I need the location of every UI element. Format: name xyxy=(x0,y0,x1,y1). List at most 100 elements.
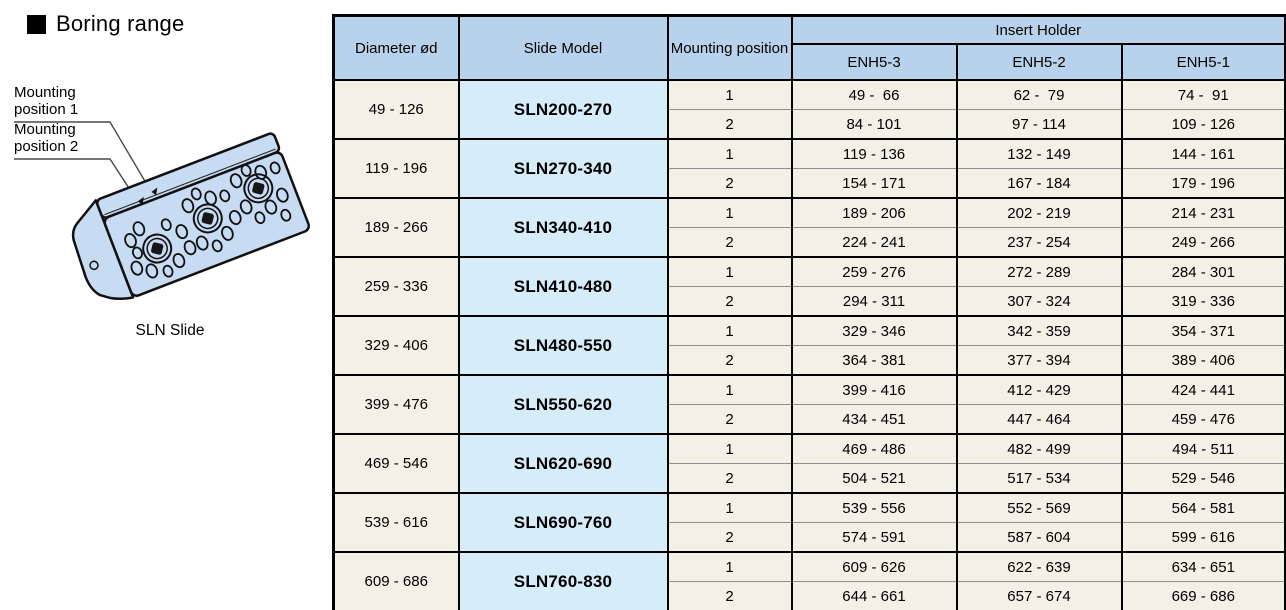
mounting-position-column-header: Mounting position xyxy=(666,15,793,80)
enh5-1-range-cell: 214 - 231 xyxy=(1120,197,1286,228)
table-row: 329 - 406 SLN480-550 1 329 - 346 342 - 359 35… xyxy=(332,315,1286,375)
slide-model-cell: SLN480-550 xyxy=(457,315,669,375)
table-header: Diameter ød Slide Model Mounting positio… xyxy=(332,15,1286,80)
enh5-1-range-cell: 669 - 686 xyxy=(1120,581,1286,610)
socket-bore-3 xyxy=(243,173,274,204)
mounting-position-cell: 1 xyxy=(666,433,793,464)
mounting-position-cell: 1 xyxy=(666,315,793,346)
mounting-position-cell: 1 xyxy=(666,138,793,169)
mounting-position-cell: 2 xyxy=(666,168,793,198)
enh5-1-column-header: ENH5-1 xyxy=(1120,43,1286,80)
slide-model-cell: SLN410-480 xyxy=(457,256,669,316)
enh5-1-range-cell: 74 - 91 xyxy=(1120,79,1286,110)
enh5-3-range-cell: 224 - 241 xyxy=(790,227,958,257)
mounting-position-cell: 1 xyxy=(666,551,793,582)
table-row: 2 644 - 661 657 - 674 669 - 686 xyxy=(334,581,1286,610)
enh5-2-range-cell: 657 - 674 xyxy=(955,581,1123,610)
slide-model-cell: SLN690-760 xyxy=(457,492,669,552)
top-face-ridge-line xyxy=(104,148,276,216)
enh5-2-range-cell: 342 - 359 xyxy=(955,315,1123,346)
mounting-position-cell: 1 xyxy=(666,197,793,228)
enh5-2-range-cell: 272 - 289 xyxy=(955,256,1123,287)
enh5-2-range-cell: 307 - 324 xyxy=(955,286,1123,316)
enh5-1-range-cell: 144 - 161 xyxy=(1120,138,1286,169)
diameter-cell: 609 - 686 xyxy=(332,551,460,610)
boring-range-table: Diameter ød Slide Model Mounting positio… xyxy=(332,14,1286,610)
table-row: 2 364 - 381 377 - 394 389 - 406 xyxy=(334,345,1286,375)
enh5-1-range-cell: 494 - 511 xyxy=(1120,433,1286,464)
enh5-2-range-cell: 62 - 79 xyxy=(955,79,1123,110)
enh5-3-range-cell: 609 - 626 xyxy=(790,551,958,582)
enh5-3-range-cell: 539 - 556 xyxy=(790,492,958,523)
enh5-3-range-cell: 119 - 136 xyxy=(790,138,958,169)
leader-lines xyxy=(14,121,150,200)
enh5-2-range-cell: 587 - 604 xyxy=(955,522,1123,552)
table-row: 189 - 266 SLN340-410 1 189 - 206 202 - 219 21… xyxy=(332,197,1286,257)
enh5-3-range-cell: 294 - 311 xyxy=(790,286,958,316)
slide-model-cell: SLN270-340 xyxy=(457,138,669,198)
table-row: 399 - 476 SLN550-620 1 399 - 416 412 - 429 42… xyxy=(332,374,1286,434)
enh5-2-range-cell: 377 - 394 xyxy=(955,345,1123,375)
mounting-position-1-label: Mounting position 1 xyxy=(14,84,79,118)
enh5-3-range-cell: 399 - 416 xyxy=(790,374,958,405)
enh5-3-range-cell: 189 - 206 xyxy=(790,197,958,228)
mounting-position-cell: 2 xyxy=(666,109,793,139)
diameter-cell: 329 - 406 xyxy=(332,315,460,375)
socket-bore-2 xyxy=(192,203,223,234)
mounting-position-1-marker-icon xyxy=(151,187,158,196)
slide-end-face xyxy=(71,199,135,300)
mounting-position-cell: 1 xyxy=(666,79,793,110)
table-row: 469 - 546 SLN620-690 1 469 - 486 482 - 499 49… xyxy=(332,433,1286,493)
table-row: 2 154 - 171 167 - 184 179 - 196 xyxy=(334,168,1286,198)
enh5-3-range-cell: 259 - 276 xyxy=(790,256,958,287)
enh5-3-range-cell: 574 - 591 xyxy=(790,522,958,552)
section-title-text: Boring range xyxy=(56,11,185,36)
slide-model-cell: SLN620-690 xyxy=(457,433,669,493)
enh5-3-column-header: ENH5-3 xyxy=(790,43,958,80)
enh5-3-range-cell: 364 - 381 xyxy=(790,345,958,375)
diameter-cell: 119 - 196 xyxy=(332,138,460,198)
mounting-position-2-label: Mounting position 2 xyxy=(14,121,79,155)
enh5-3-range-cell: 644 - 661 xyxy=(790,581,958,610)
slide-body xyxy=(71,132,310,300)
enh5-1-range-cell: 284 - 301 xyxy=(1120,256,1286,287)
insert-holder-group-header: Insert Holder xyxy=(790,15,1286,44)
table-row: 49 - 126 SLN200-270 1 49 - 66 62 - 79 74 - 91 xyxy=(332,79,1286,139)
enh5-3-range-cell: 504 - 521 xyxy=(790,463,958,493)
enh5-3-range-cell: 49 - 66 xyxy=(790,79,958,110)
slide-model-cell: SLN550-620 xyxy=(457,374,669,434)
enh5-1-range-cell: 459 - 476 xyxy=(1120,404,1286,434)
enh5-3-range-cell: 154 - 171 xyxy=(790,168,958,198)
enh5-2-range-cell: 447 - 464 xyxy=(955,404,1123,434)
diameter-cell: 469 - 546 xyxy=(332,433,460,493)
end-face-hole xyxy=(89,260,99,271)
enh5-1-range-cell: 249 - 266 xyxy=(1120,227,1286,257)
mounting-position-cell: 2 xyxy=(666,522,793,552)
enh5-3-range-cell: 329 - 346 xyxy=(790,315,958,346)
enh5-1-range-cell: 179 - 196 xyxy=(1120,168,1286,198)
table-row: 2 294 - 311 307 - 324 319 - 336 xyxy=(334,286,1286,316)
enh5-2-range-cell: 202 - 219 xyxy=(955,197,1123,228)
enh5-2-range-cell: 97 - 114 xyxy=(955,109,1123,139)
diameter-column-header: Diameter ød xyxy=(332,15,460,80)
enh5-3-range-cell: 469 - 486 xyxy=(790,433,958,464)
section-title: Boring range xyxy=(27,11,184,37)
enh5-1-range-cell: 529 - 546 xyxy=(1120,463,1286,493)
slide-model-column-header: Slide Model xyxy=(457,15,669,80)
table-row: 119 - 196 SLN270-340 1 119 - 136 132 - 149 14… xyxy=(332,138,1286,198)
section-marker-square-icon xyxy=(27,14,46,34)
mounting-position-cell: 1 xyxy=(666,256,793,287)
mounting-position-cell: 2 xyxy=(666,463,793,493)
enh5-2-range-cell: 482 - 499 xyxy=(955,433,1123,464)
table-row: 2 574 - 591 587 - 604 599 - 616 xyxy=(334,522,1286,552)
slide-caption: SLN Slide xyxy=(135,322,205,339)
enh5-2-column-header: ENH5-2 xyxy=(955,43,1123,80)
enh5-1-range-cell: 599 - 616 xyxy=(1120,522,1286,552)
mounting-position-cell: 2 xyxy=(666,404,793,434)
diameter-cell: 399 - 476 xyxy=(332,374,460,434)
table-body: 49 - 126 SLN200-270 1 49 - 66 62 - 79 74 - 91… xyxy=(332,79,1286,610)
enh5-1-range-cell: 319 - 336 xyxy=(1120,286,1286,316)
enh5-1-range-cell: 354 - 371 xyxy=(1120,315,1286,346)
mounting-position-cell: 1 xyxy=(666,374,793,405)
